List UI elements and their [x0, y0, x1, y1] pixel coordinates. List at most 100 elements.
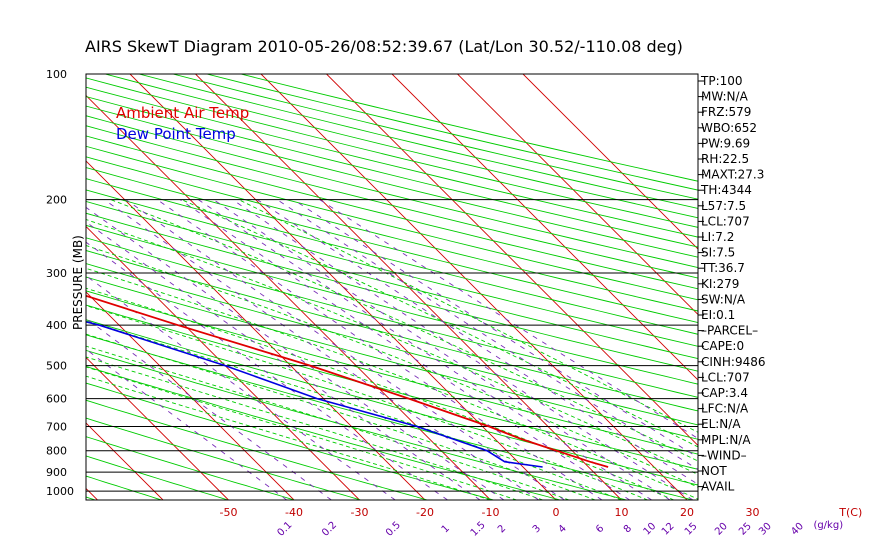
moist-adiabat-line — [86, 267, 698, 500]
pressure-tick-label: 500 — [46, 360, 67, 373]
moist-adiabat-line — [86, 320, 622, 500]
mixing-ratio-tick: 0.2 — [320, 520, 339, 539]
index-item: FRZ:579 — [701, 105, 751, 119]
isotherm-line — [86, 160, 426, 500]
mixing-ratio-unit: (g/kg) — [813, 520, 843, 531]
mixing-ratio-tick: 8 — [622, 523, 634, 535]
mixing-ratio-tick: 1 — [440, 523, 452, 535]
dry-adiabat-line — [86, 250, 698, 412]
index-item: TH:4344 — [700, 183, 752, 197]
legend-dew-point-temp: Dew Point Temp — [116, 125, 236, 143]
index-item: RH:22.5 — [701, 152, 749, 166]
moist-adiabat-line — [86, 375, 491, 500]
mixing-ratio-tick: 12 — [660, 521, 677, 538]
bottom-temp-tick: 30 — [746, 506, 760, 519]
mixing-ratio-line — [232, 199, 694, 500]
bottom-temp-tick: 10 — [615, 506, 629, 519]
mixing-ratio-tick: 15 — [683, 521, 700, 538]
index-item: –PARCEL– — [701, 324, 758, 338]
mixing-ratio-tick: 0.1 — [275, 520, 294, 539]
isotherm-line — [326, 74, 698, 447]
isotherm-line — [457, 74, 698, 316]
index-item: CAPE:0 — [701, 339, 744, 353]
bottom-temp-tick: -10 — [482, 506, 500, 519]
dry-adiabat-line — [86, 105, 698, 258]
dry-adiabat-line — [86, 189, 698, 347]
bottom-temp-tick: -50 — [220, 506, 238, 519]
pressure-tick-label: 700 — [46, 421, 67, 434]
index-item: EL:N/A — [701, 417, 741, 431]
mixing-ratio-tick: 4 — [557, 523, 569, 535]
dry-adiabat-line — [86, 237, 698, 398]
bottom-temp-tick: -20 — [416, 506, 434, 519]
isotherm-line — [86, 291, 295, 500]
mixing-ratio-line — [125, 199, 565, 500]
index-item: WBO:652 — [701, 121, 757, 135]
mixing-ratio-line — [104, 199, 540, 500]
dry-adiabat-line — [86, 224, 698, 385]
index-item: LFC:N/A — [701, 402, 749, 416]
bottom-temp-tick: 0 — [553, 506, 560, 519]
bottom-axis-unit: T(C) — [838, 506, 862, 519]
dry-adiabat-line — [86, 263, 698, 426]
dry-adiabat-line — [86, 178, 698, 335]
dry-adiabat-lines — [86, 74, 698, 500]
bottom-temp-tick: 20 — [680, 506, 694, 519]
dry-adiabat-line — [86, 125, 698, 279]
index-item: MAXT:27.3 — [701, 168, 764, 182]
index-item: PW:9.69 — [701, 136, 750, 150]
index-item: KI:279 — [701, 277, 739, 291]
index-item: L57:7.5 — [701, 199, 746, 213]
index-item: AVAIL — [701, 480, 735, 494]
mixing-ratio-line — [86, 275, 396, 500]
mixing-ratio-ticks: 0.1 0.2 0.5 1 1.5 2 3 4 6 8 10 12 15 20 25 30 40 (g/kg) — [275, 520, 843, 539]
isotherm-line — [0, 74, 32, 500]
dry-adiabat-line — [86, 455, 229, 500]
y-axis-label: PRESSURE (MB) — [71, 235, 85, 330]
index-item: LCL:707 — [701, 370, 750, 384]
mixing-ratio-tick: 2 — [496, 523, 508, 535]
mixing-ratio-lines — [86, 199, 698, 500]
index-item: CAP:3.4 — [701, 386, 748, 400]
chart-title: AIRS SkewT Diagram 2010-05-26/08:52:39.6… — [85, 37, 683, 56]
mixing-ratio-tick: 6 — [594, 523, 606, 535]
index-item: TT:36.7 — [700, 261, 745, 275]
mixing-ratio-tick: 20 — [713, 521, 730, 538]
mixing-ratio-line — [86, 241, 448, 500]
pressure-tick-label: 300 — [46, 267, 67, 280]
plot-area — [0, 74, 698, 500]
isotherm-line — [129, 74, 557, 500]
dry-adiabat-line — [86, 135, 698, 290]
index-item: SI:7.5 — [701, 246, 735, 260]
isotherm-line — [86, 422, 164, 500]
mixing-ratio-line — [86, 317, 332, 500]
moist-adiabat-line — [86, 366, 517, 500]
dry-adiabat-line — [86, 96, 698, 248]
mixing-ratio-line — [156, 199, 603, 500]
mixing-ratio-line — [86, 348, 287, 500]
mixing-ratio-tick: 3 — [531, 523, 543, 535]
moist-adiabat-line — [86, 333, 596, 500]
pressure-tick-labels: 100 200 300 400 500 600 700 800 900 1000 — [46, 68, 74, 498]
dry-adiabat-line — [206, 74, 698, 191]
mixing-ratio-tick: 30 — [757, 521, 774, 538]
mixing-ratio-line — [293, 199, 698, 458]
mixing-ratio-line — [319, 199, 698, 439]
dry-adiabat-line — [86, 167, 698, 324]
dry-adiabat-line — [86, 212, 698, 372]
mixing-ratio-tick: 40 — [789, 521, 806, 538]
moist-adiabat-line — [86, 287, 675, 500]
index-item: MW:N/A — [701, 90, 749, 104]
index-item: CINH:9486 — [701, 355, 766, 369]
moist-adiabat-line — [86, 305, 648, 500]
index-item: EI:0.1 — [701, 308, 735, 322]
isotherm-line — [522, 74, 698, 250]
mixing-ratio-line — [276, 199, 698, 470]
moist-adiabat-line — [86, 345, 570, 500]
mixing-ratio-tick: 10 — [642, 521, 659, 538]
mixing-ratio-line — [198, 199, 652, 500]
sounding-profiles — [86, 294, 609, 468]
mixing-ratio-line — [179, 199, 630, 500]
isotherm-line — [391, 74, 698, 381]
